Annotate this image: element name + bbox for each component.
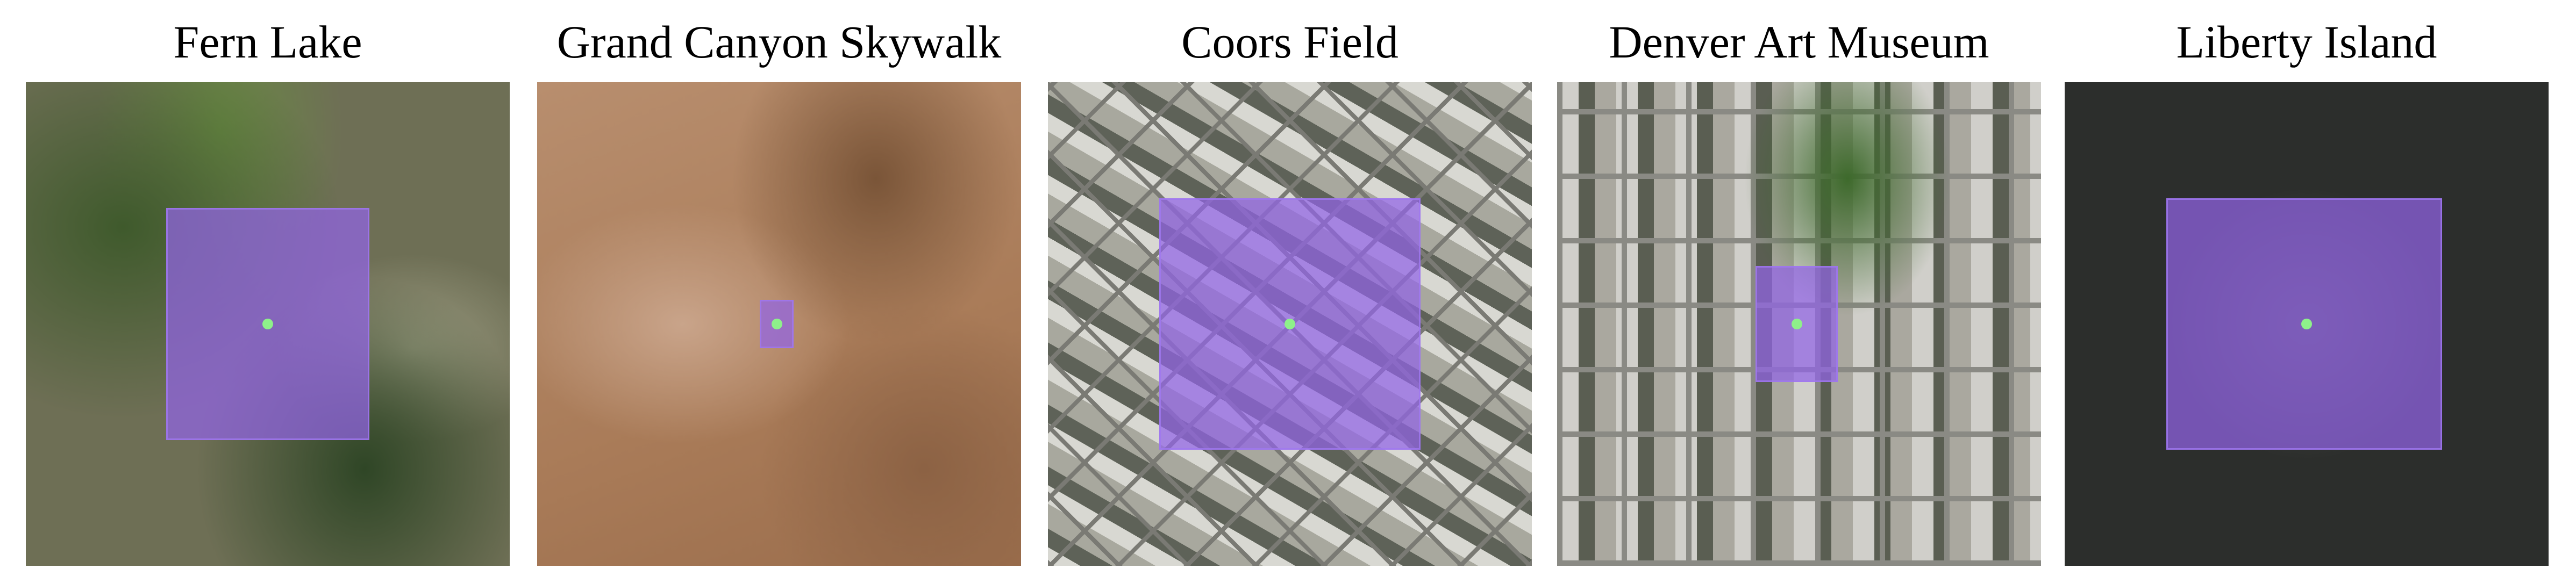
panel-title: Grand Canyon Skywalk — [556, 16, 1002, 68]
panel-liberty-island: Liberty Island — [2065, 0, 2549, 576]
center-point — [2301, 319, 2312, 329]
satellite-image — [26, 82, 510, 566]
center-point — [1791, 319, 1802, 329]
panel-title: Denver Art Museum — [1609, 16, 1989, 68]
satellite-image — [537, 82, 1021, 566]
panel-title: Coors Field — [1181, 16, 1398, 68]
center-point — [771, 319, 782, 329]
panel-grand-canyon-skywalk: Grand Canyon Skywalk — [537, 0, 1021, 576]
panel-title: Liberty Island — [2176, 16, 2437, 68]
panel-title: Fern Lake — [173, 16, 362, 68]
panel-denver-art-museum: Denver Art Museum — [1557, 0, 2041, 576]
center-point — [1285, 319, 1295, 329]
satellite-image — [2065, 82, 2549, 566]
satellite-image — [1557, 82, 2041, 566]
panel-coors-field: Coors Field — [1048, 0, 1532, 576]
panel-fern-lake: Fern Lake — [26, 0, 510, 576]
satellite-image — [1048, 82, 1532, 566]
center-point — [262, 319, 273, 329]
